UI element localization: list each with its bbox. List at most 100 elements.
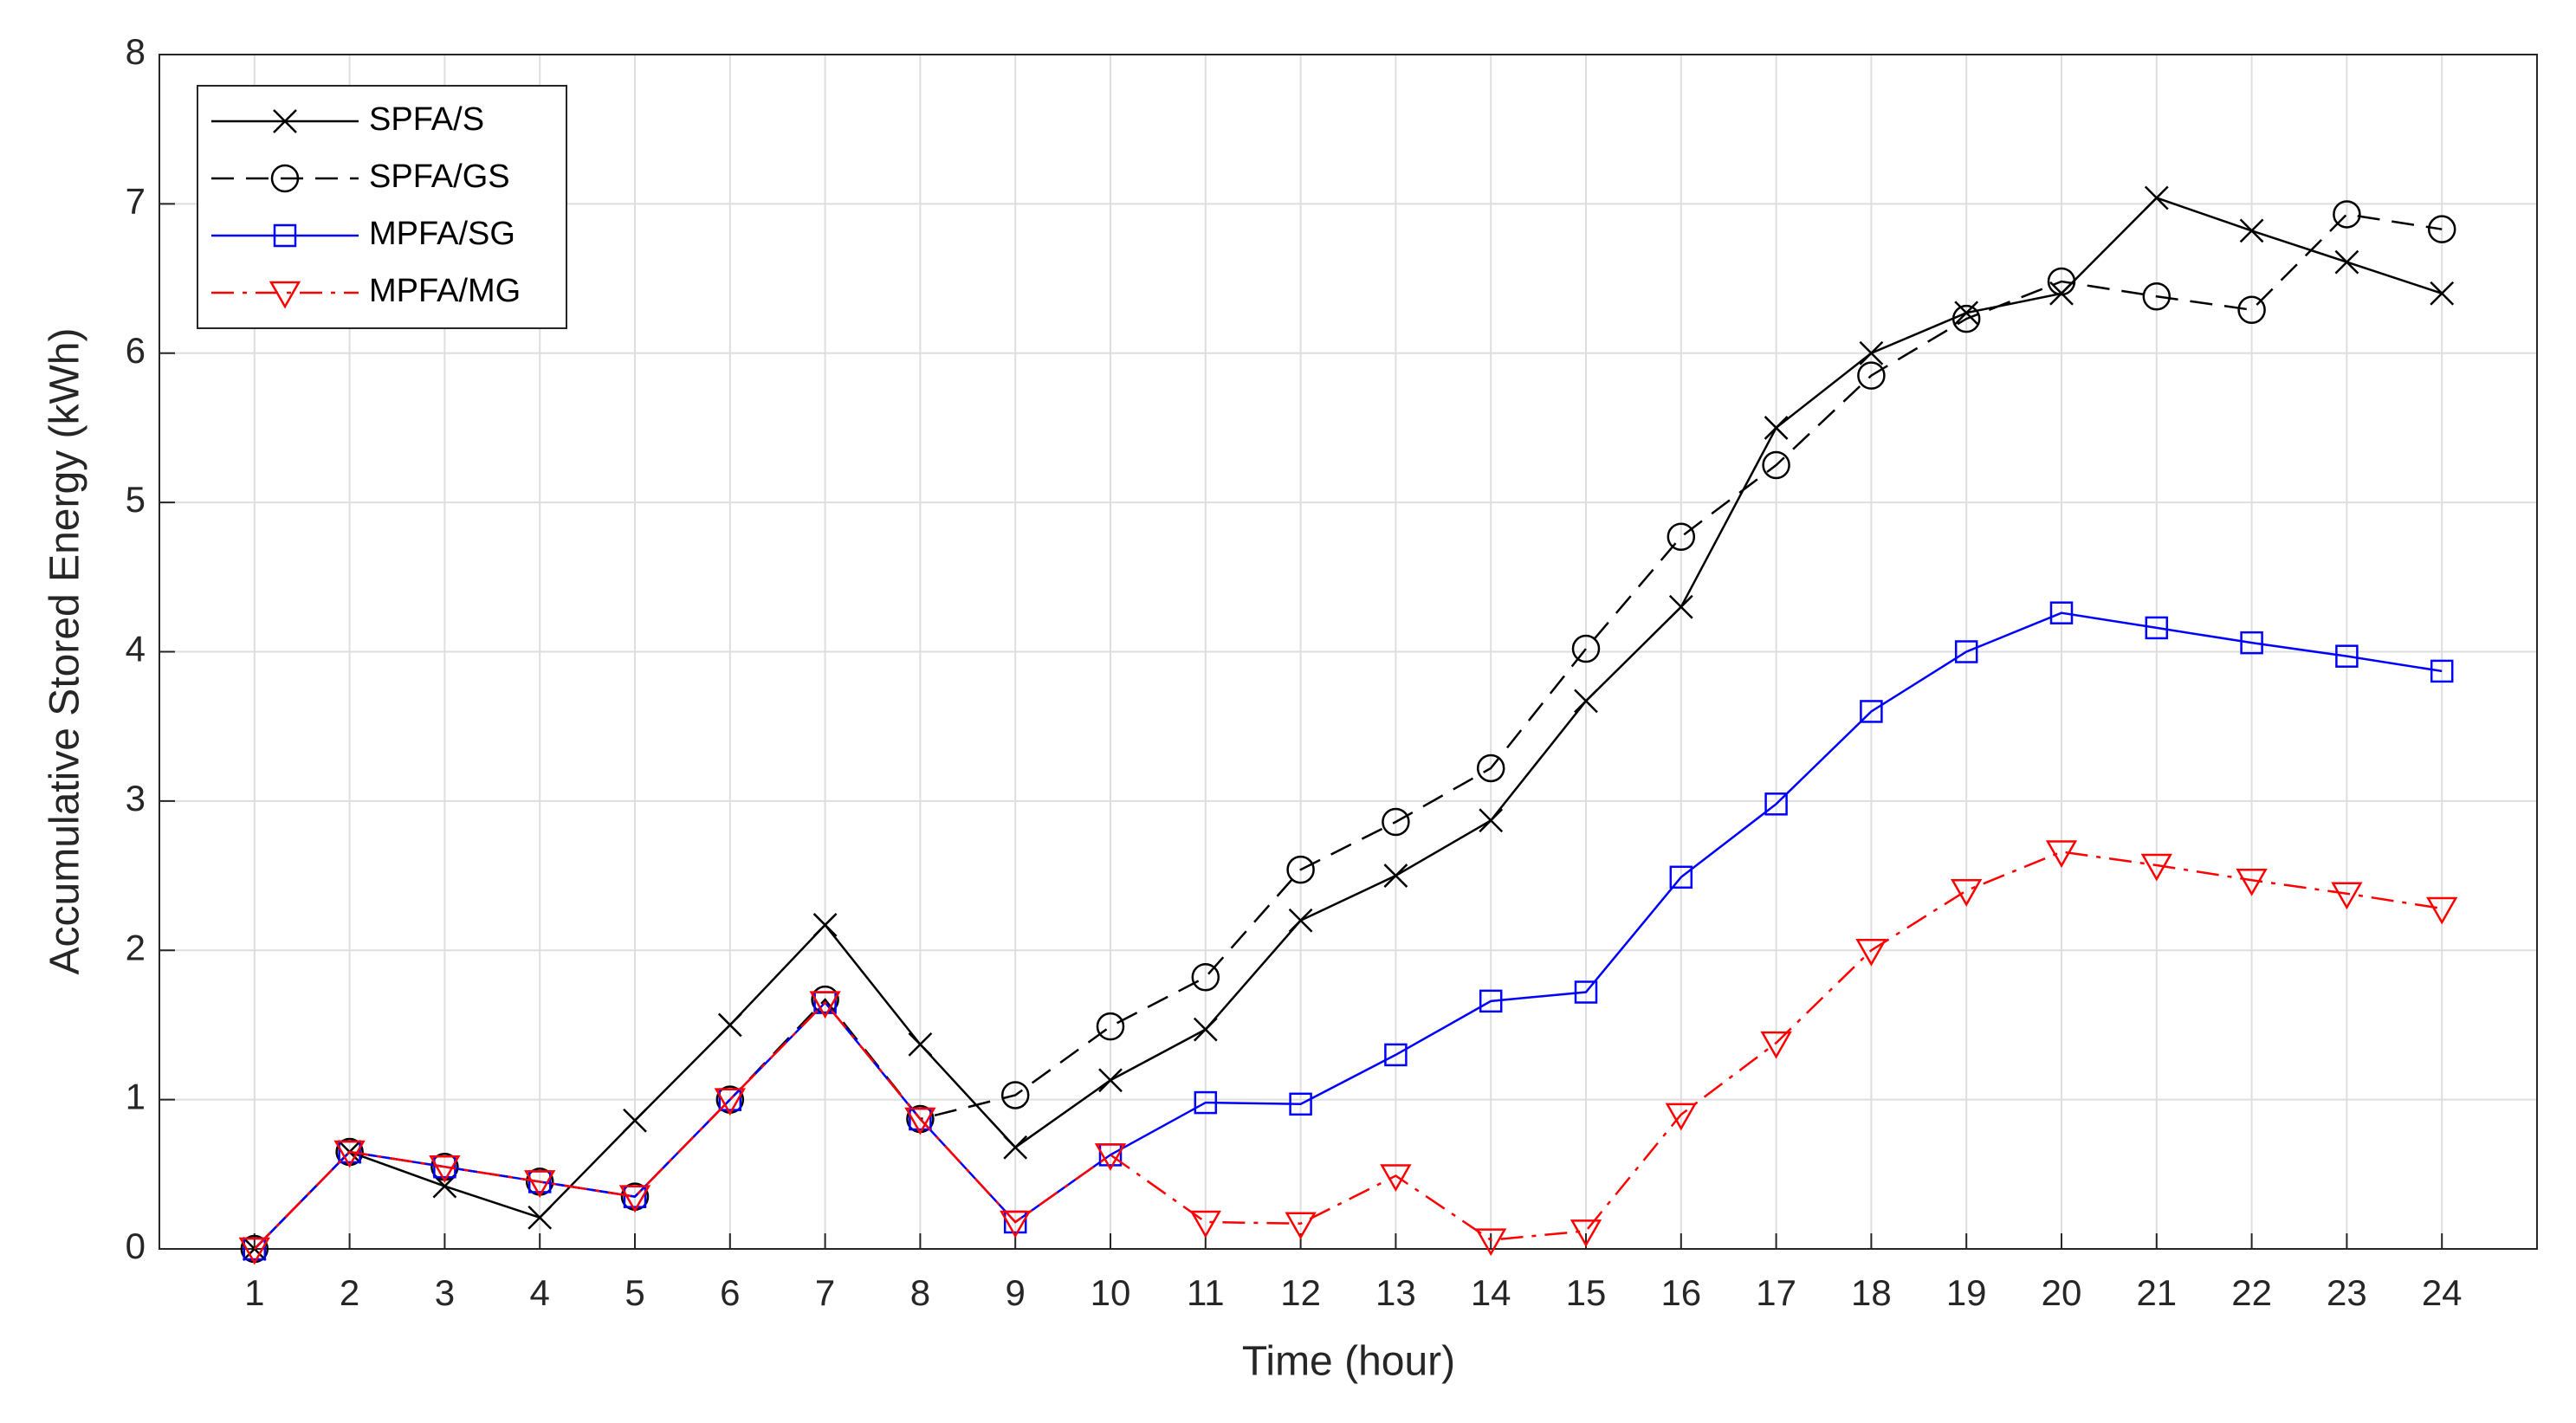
marker [1475,1228,1507,1257]
marker [2240,631,2263,655]
x-tick-label: 4 [530,1272,550,1313]
x-tick-label: 19 [1946,1272,1987,1313]
marker [2236,868,2268,896]
marker [2047,267,2076,296]
series [240,200,2456,1264]
y-tick-label: 0 [126,1226,146,1266]
marker [1003,1135,1028,1160]
marker [238,1237,270,1265]
x-tick-label: 18 [1851,1272,1892,1313]
x-tick-label: 6 [720,1272,740,1313]
marker [2334,249,2359,275]
legend-label: MPFA/SG [369,216,515,252]
y-tick-label: 8 [126,31,146,72]
marker [1479,989,1503,1013]
x-tick-label: 2 [340,1272,359,1313]
marker [273,109,297,133]
marker [1000,1210,1032,1239]
marker [1286,855,1315,884]
marker [2333,200,2361,229]
marker [1954,301,1979,326]
marker [1289,1092,1312,1116]
marker [1857,361,1886,390]
marker [618,1185,651,1213]
marker [1764,792,1788,816]
marker [2145,616,2169,640]
marker [904,1107,936,1135]
marker [1380,1164,1412,1193]
marker [2045,840,2078,869]
marker [2331,882,2363,910]
marker [273,223,297,248]
marker [2142,281,2171,311]
marker [1855,939,1887,967]
marker [1760,1031,1792,1059]
marker [1574,980,1598,1004]
legend-box [197,85,567,329]
marker [1570,1219,1602,1247]
marker [527,1205,553,1230]
marker [809,991,841,1019]
marker [1285,1212,1317,1240]
marker [1189,1210,1221,1239]
x-tick-label: 24 [2422,1272,2463,1313]
marker [2140,853,2172,882]
marker [333,1140,366,1168]
marker [1951,879,1983,907]
y-tick-label: 4 [126,629,146,669]
marker [714,1088,746,1116]
x-tick-label: 9 [1006,1272,1026,1313]
x-tick-label: 11 [1187,1272,1225,1313]
series-line [253,197,2443,1250]
marker [1764,416,1789,440]
marker [1383,864,1408,888]
marker [1382,807,1410,837]
marker [812,913,838,937]
x-tick-label: 7 [815,1272,835,1313]
series [238,840,2458,1265]
x-tick-label: 3 [435,1272,455,1313]
marker [2239,218,2264,243]
x-tick-label: 21 [2136,1272,2177,1313]
marker [717,1012,742,1038]
marker [1193,1017,1218,1042]
y-axis-label: Accumulative Stored Energy (kWh) [42,328,88,975]
marker [1669,865,1693,889]
marker [1951,304,1981,333]
plot-frame [159,54,2538,1250]
marker [1762,450,1790,480]
y-tick-label: 5 [126,479,146,520]
y-tick-label: 7 [126,180,146,221]
x-tick-label: 13 [1375,1272,1416,1313]
marker [1574,689,1598,714]
x-tick-label: 14 [1471,1272,1511,1313]
series-line [253,851,2443,1250]
marker [2430,281,2455,306]
series-line [253,213,2443,1250]
y-tick-label: 1 [126,1077,146,1117]
legend-label: MPFA/MG [369,273,521,309]
y-tick-label: 6 [126,330,146,371]
legend-label: SPFA/S [369,101,484,138]
marker [1668,594,1693,619]
marker [429,1155,461,1183]
marker [908,1032,933,1057]
marker [1384,1043,1408,1067]
y-tick-label: 2 [126,927,146,967]
marker [269,281,301,309]
marker [1860,700,1883,723]
marker [1571,634,1601,663]
legend: SPFA/S SPFA/GS MPFA/SG MPFA/MG [197,85,567,329]
marker [1094,1143,1127,1171]
marker [2049,601,2074,624]
x-tick-label: 22 [2231,1272,2272,1313]
x-tick-label: 16 [1660,1272,1701,1313]
x-tick-label: 1 [244,1272,264,1313]
marker [1191,963,1220,992]
marker [1954,640,1978,663]
marker [270,164,300,193]
x-tick-label: 8 [910,1272,930,1313]
marker [2335,644,2359,668]
marker [2144,185,2169,210]
